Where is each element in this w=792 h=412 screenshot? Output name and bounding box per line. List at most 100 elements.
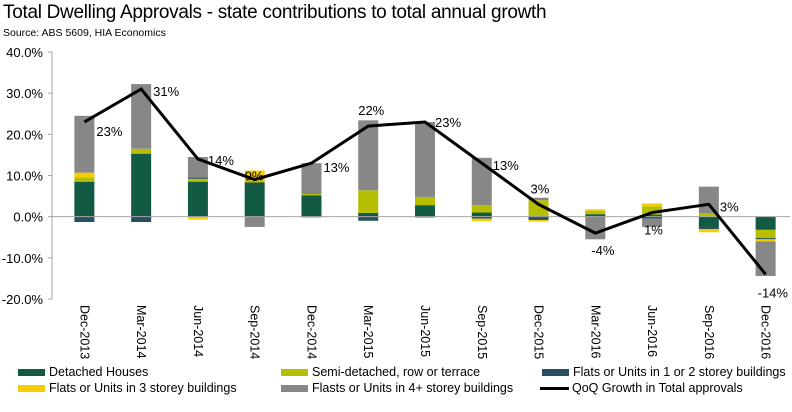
x-tick-label: Jun-2015	[418, 305, 432, 357]
bar-segment-semi-detached-row-or-terrace	[301, 194, 322, 196]
bar-segment-flats-or-units-in-3-storey-buildings	[642, 203, 663, 207]
x-tick-label: Dec-2013	[77, 305, 91, 359]
bar-segment-detached-houses	[301, 195, 322, 217]
x-tick-label: Mar-2015	[361, 305, 375, 359]
chart-plot: -20.0% -10.0% 0.0% 10.0% 20.0% 30.0% 40.0% 23%…	[2, 45, 790, 359]
bar-segment-detached-houses	[358, 212, 379, 217]
bar-segment-detached-houses	[131, 153, 152, 217]
bar-segment-flats-or-units-in-3-storey-buildings	[528, 219, 549, 222]
bar-segment-flats-or-units-in-3-storey-buildings	[74, 172, 95, 178]
bar-segment-flats-or-units-in-1-or-2-storey-buildings	[471, 216, 492, 219]
bar-segment-detached-houses	[642, 214, 663, 217]
data-label: -4%	[591, 243, 615, 258]
bar-segment-semi-detached-row-or-terrace	[585, 210, 606, 215]
data-labels: 23% 31% 14% 9% 13% 22% 23% 13% 3% -4% 1% 3% -14%	[96, 84, 788, 300]
bar-segment-flasts-or-units-in-4-storey-buildings	[131, 84, 152, 149]
x-tick-label: Jun-2016	[645, 305, 659, 357]
y-tick-label: 20.0%	[6, 127, 43, 142]
x-axis: Dec-2013 Mar-2014 Jun-2014 Sep-2014 Dec-2014…	[77, 305, 772, 359]
data-label: 13%	[493, 158, 519, 173]
bar-segment-detached-houses	[585, 214, 606, 217]
data-label: 23%	[96, 124, 122, 139]
data-label: 31%	[153, 84, 179, 99]
bar-segment-flasts-or-units-in-4-storey-buildings	[698, 186, 719, 214]
bar-segment-flats-or-units-in-3-storey-buildings	[301, 216, 322, 218]
legend-swatch-detached	[18, 368, 45, 376]
legend-swatch-flats-3	[18, 384, 45, 392]
bar-segment-flasts-or-units-in-4-storey-buildings	[528, 197, 549, 201]
bar-segment-semi-detached-row-or-terrace	[528, 200, 549, 216]
bar-segment-flats-or-units-in-1-or-2-storey-buildings	[358, 216, 379, 221]
bar-segment-detached-houses	[471, 212, 492, 217]
legend-item-semi-detached: Semi-detached, row or terrace	[281, 365, 480, 379]
bar-segment-flasts-or-units-in-4-storey-buildings	[585, 216, 606, 240]
x-tick-label: Dec-2015	[532, 305, 546, 359]
bar-segment-semi-detached-row-or-terrace	[74, 177, 95, 182]
x-tick-label: Dec-2014	[304, 305, 318, 359]
legend-label: Flats or Units in 3 storey buildings	[49, 381, 237, 395]
y-tick-label: 40.0%	[6, 45, 43, 60]
bar-segment-flats-or-units-in-3-storey-buildings	[585, 209, 606, 211]
bar-segment-semi-detached-row-or-terrace	[755, 229, 776, 239]
chart-title: Total Dwelling Approvals - state contrib…	[3, 2, 547, 23]
legend: Detached Houses Semi-detached, row or te…	[0, 362, 792, 402]
legend-label: Flats or Units in 1 or 2 storey building…	[573, 365, 786, 379]
bar-segment-flats-or-units-in-1-or-2-storey-buildings	[698, 226, 719, 230]
x-tick-label: Jun-2014	[191, 305, 205, 357]
legend-swatch-flats-4plus	[281, 384, 308, 392]
legend-item-flats-1-2: Flats or Units in 1 or 2 storey building…	[542, 365, 786, 379]
bar-segment-flasts-or-units-in-4-storey-buildings	[358, 120, 379, 191]
data-label: 3%	[720, 199, 739, 214]
bar-segment-semi-detached-row-or-terrace	[244, 180, 265, 183]
legend-line-qoq-growth	[540, 386, 569, 390]
bar-segment-flats-or-units-in-1-or-2-storey-buildings	[74, 216, 95, 223]
chart-subtitle: Source: ABS 5609, HIA Economics	[3, 27, 166, 39]
legend-swatch-flats-1-2	[542, 368, 569, 376]
bar-segment-flasts-or-units-in-4-storey-buildings	[471, 157, 492, 206]
bar-segment-flats-or-units-in-3-storey-buildings	[698, 229, 719, 233]
data-label: 9%	[245, 169, 264, 184]
legend-item-qoq-growth: QoQ Growth in Total approvals	[540, 381, 743, 395]
bar-segment-flats-or-units-in-3-storey-buildings	[471, 218, 492, 222]
legend-item-flats-3: Flats or Units in 3 storey buildings	[18, 381, 237, 395]
x-tick-label: Mar-2014	[134, 305, 148, 359]
x-tick-label: Dec-2016	[759, 305, 773, 359]
legend-label: Detached Houses	[49, 365, 149, 379]
bar-segment-flats-or-units-in-1-or-2-storey-buildings	[642, 216, 663, 219]
bar-segment-flasts-or-units-in-4-storey-buildings	[415, 121, 435, 197]
bar-segment-flasts-or-units-in-4-storey-buildings	[642, 218, 663, 227]
bar-segment-flats-or-units-in-1-or-2-storey-buildings	[528, 216, 549, 220]
bar-segment-flats-or-units-in-3-storey-buildings	[244, 170, 265, 181]
bar-segment-semi-detached-row-or-terrace	[131, 148, 152, 154]
x-tick-label: Sep-2015	[475, 305, 489, 359]
data-label: 22%	[358, 103, 384, 118]
bar-segment-semi-detached-row-or-terrace	[415, 196, 435, 206]
legend-label: Flasts or Units in 4+ storey buildings	[312, 381, 514, 395]
bar-segment-semi-detached-row-or-terrace	[642, 206, 663, 215]
data-label: 3%	[531, 181, 550, 196]
x-tick-label: Mar-2016	[588, 305, 602, 359]
bar-segment-detached-houses	[74, 181, 95, 217]
bar-segment-semi-detached-row-or-terrace	[698, 213, 719, 217]
y-tick-label: -20.0%	[2, 292, 44, 307]
data-label: 14%	[208, 153, 234, 168]
growth-line-group	[83, 87, 767, 276]
legend-label: Semi-detached, row or terrace	[312, 365, 481, 379]
bar-segment-semi-detached-row-or-terrace	[471, 205, 492, 213]
y-axis: -20.0% -10.0% 0.0% 10.0% 20.0% 30.0% 40.0%	[2, 45, 53, 307]
data-label: 13%	[323, 160, 349, 175]
y-tick-label: 30.0%	[6, 86, 43, 101]
data-label: -14%	[758, 285, 789, 300]
data-label: 1%	[644, 223, 663, 238]
bars	[74, 84, 776, 276]
bar-segment-flasts-or-units-in-4-storey-buildings	[244, 216, 265, 227]
legend-label: QoQ Growth in Total approvals	[572, 381, 743, 395]
bar-segment-detached-houses	[755, 216, 776, 230]
bar-segment-flats-or-units-in-1-or-2-storey-buildings	[131, 216, 152, 223]
bar-segment-detached-houses	[698, 216, 719, 227]
x-tick-label: Sep-2014	[248, 305, 262, 359]
bar-segment-detached-houses	[187, 181, 208, 217]
x-tick-label: Sep-2016	[702, 305, 716, 359]
bar-segment-flasts-or-units-in-4-storey-buildings	[755, 241, 776, 276]
bar-segment-flats-or-units-in-3-storey-buildings	[755, 239, 776, 242]
